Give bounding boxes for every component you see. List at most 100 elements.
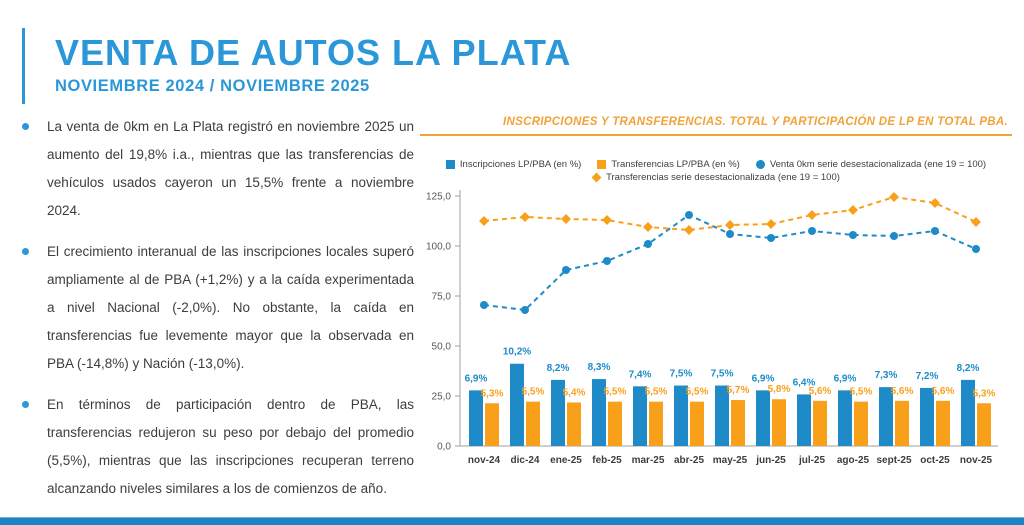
legend-marker-circle-icon — [755, 160, 765, 169]
bar-inscripciones — [715, 385, 729, 446]
bar-label: 6,4% — [793, 377, 816, 388]
slide-title: VENTA DE AUTOS LA PLATA — [55, 32, 572, 73]
line-point-diamond — [479, 216, 489, 226]
bullet-icon — [22, 123, 29, 130]
line-point-diamond — [889, 192, 899, 202]
legend-label: Transferencias serie desestacionalizada … — [606, 172, 840, 183]
bar-label: 5,3% — [481, 388, 504, 399]
line-point-diamond — [643, 222, 653, 232]
line-point-circle — [931, 227, 939, 235]
bar-label: 6,9% — [834, 373, 857, 384]
bar-inscripciones — [592, 379, 606, 446]
chart-plot: 0,0 25,0 50,0 75,0 100,0 125,0 nov-24 dic-24 ene… — [426, 190, 998, 466]
slide-subtitle: NOVIEMBRE 2024 / NOVIEMBRE 2025 — [55, 77, 370, 96]
legend-row: Inscripciones LP/PBA (en %) Transferencia… — [438, 158, 994, 171]
bullet-text: La venta de 0km en La Plata registró en … — [47, 119, 414, 218]
x-tick-label: oct-25 — [920, 455, 950, 466]
line-point-circle — [685, 211, 693, 219]
bar-transferencias — [895, 400, 909, 446]
bar-label: 5,6% — [809, 386, 832, 397]
bar-label: 8,3% — [588, 362, 611, 373]
line-point-circle — [562, 266, 570, 274]
bar-inscripciones — [838, 390, 852, 446]
x-tick-label: abr-25 — [674, 455, 704, 466]
bar-inscripciones — [551, 379, 565, 446]
bullet-icon — [22, 401, 29, 408]
bar-label: 6,9% — [465, 373, 488, 384]
bar-inscripciones — [756, 390, 770, 446]
x-tick-label: nov-24 — [468, 455, 501, 466]
x-tick-label: nov-25 — [960, 455, 993, 466]
legend-item: Transferencias LP/PBA (en %) — [597, 159, 740, 170]
legend-label: Inscripciones LP/PBA (en %) — [459, 159, 582, 170]
bullet-item: En términos de participación dentro de P… — [16, 391, 414, 503]
line-point-diamond — [930, 198, 940, 208]
legend-item: Venta 0km serie desestacionalizada (ene … — [755, 159, 986, 170]
bar-label: 5,8% — [768, 384, 791, 395]
bar-inscripciones — [633, 386, 647, 446]
legend-label: Transferencias LP/PBA (en %) — [611, 159, 740, 170]
bullet-text: En términos de participación dentro de P… — [47, 397, 414, 496]
bar-inscripciones — [879, 387, 893, 446]
line-point-diamond — [766, 219, 776, 229]
y-tick-label: 125,0 — [426, 192, 451, 203]
x-tick-label: ene-25 — [550, 455, 582, 466]
x-tick-label: jul-25 — [798, 455, 826, 466]
y-tick-label: 100,0 — [426, 242, 451, 253]
line-point-diamond — [561, 214, 571, 224]
bar-label: 7,5% — [711, 369, 734, 380]
bar-transferencias — [608, 401, 622, 446]
bottom-bar — [0, 517, 1024, 525]
bar-label: 5,4% — [563, 387, 586, 398]
bar-label: 5,5% — [604, 387, 627, 398]
chart-panel: INSCRIPCIONES Y TRANSFERENCIAS. TOTAL Y … — [420, 116, 1012, 489]
bar-transferencias — [690, 401, 704, 446]
x-tick-label: mar-25 — [632, 455, 665, 466]
slide-header: VENTA DE AUTOS LA PLATA NOVIEMBRE 2024 /… — [55, 32, 571, 96]
line-point-circle — [521, 306, 529, 314]
bullet-item: La venta de 0km en La Plata registró en … — [16, 113, 414, 225]
bar-transferencias — [731, 400, 745, 446]
bar-label: 5,5% — [850, 387, 873, 398]
y-tick-label: 25,0 — [432, 392, 452, 403]
legend-item: Transferencias serie desestacionalizada … — [591, 172, 840, 183]
line-point-diamond — [725, 220, 735, 230]
x-tick-label: dic-24 — [511, 455, 540, 466]
bar-transferencias — [813, 400, 827, 446]
line-point-diamond — [684, 225, 694, 235]
legend-marker-diamond-icon — [591, 172, 602, 183]
bar-label: 7,4% — [629, 369, 652, 380]
bar-label: 5,5% — [522, 387, 545, 398]
title-accent-bar — [22, 28, 25, 104]
line-point-circle — [480, 301, 488, 309]
bar-transferencias — [526, 401, 540, 446]
bar-transferencias — [485, 403, 499, 446]
bar-inscripciones — [961, 379, 975, 446]
bar-transferencias — [854, 401, 868, 446]
line-point-circle — [808, 227, 816, 235]
legend-marker-square-icon — [445, 160, 455, 169]
bar-inscripciones — [797, 394, 811, 446]
line-point-circle — [726, 230, 734, 238]
chart-title: INSCRIPCIONES Y TRANSFERENCIAS. TOTAL Y … — [503, 116, 1008, 128]
line-point-diamond — [848, 205, 858, 215]
bar-transferencias — [936, 400, 950, 446]
bar-inscripciones — [920, 387, 934, 446]
line-point-diamond — [807, 210, 817, 220]
bar-label: 7,5% — [670, 369, 693, 380]
chart-legend: Inscripciones LP/PBA (en %) Transferencia… — [420, 158, 1012, 184]
bar-label: 10,2% — [503, 347, 531, 358]
bar-inscripciones — [674, 385, 688, 446]
line-point-circle — [972, 245, 980, 253]
bar-label: 5,3% — [973, 388, 996, 399]
x-tick-label: ago-25 — [837, 455, 870, 466]
y-tick-label: 50,0 — [432, 342, 452, 353]
bar-transferencias — [567, 402, 581, 446]
bullet-icon — [22, 248, 29, 255]
line-point-diamond — [971, 217, 981, 227]
bullet-text: El crecimiento interanual de las inscrip… — [47, 244, 414, 371]
bar-label: 5,7% — [727, 385, 750, 396]
bar-label: 7,3% — [875, 370, 898, 381]
bar-label: 7,2% — [916, 371, 939, 382]
